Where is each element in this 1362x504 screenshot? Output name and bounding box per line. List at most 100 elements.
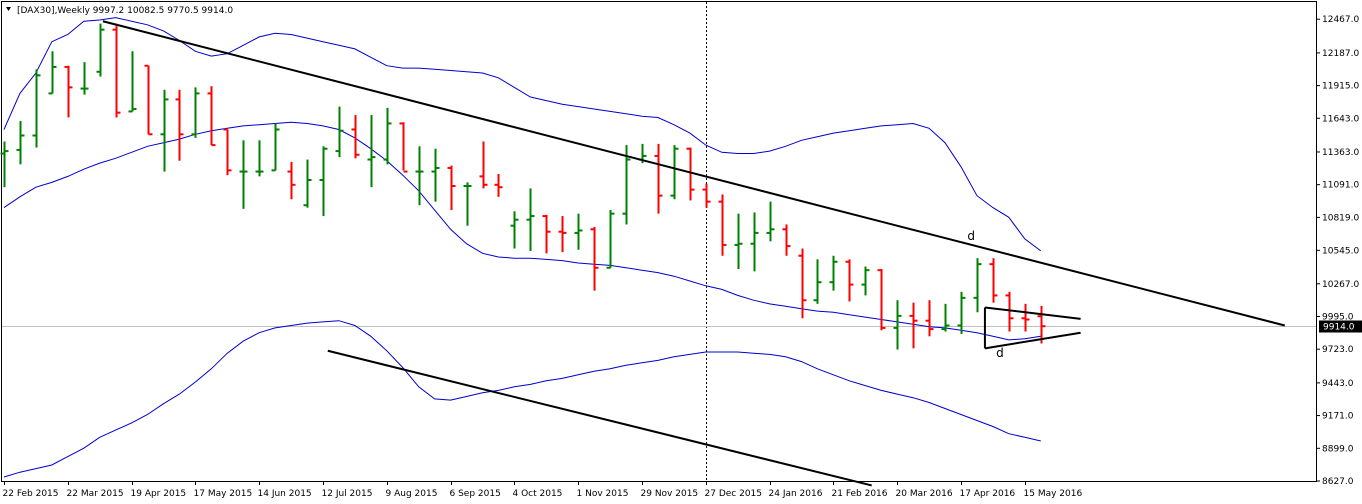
- ohlc-bar: [766, 201, 775, 242]
- ohlc-bar: [782, 224, 791, 256]
- ohlc-bar: [479, 141, 488, 189]
- current-price-tag: 9914.0: [1319, 320, 1362, 333]
- x-axis-tick-label: 6 Sep 2015: [450, 489, 501, 499]
- ohlc-bar: [383, 107, 392, 165]
- y-axis-tick-label: 11643.0: [1322, 114, 1359, 124]
- trendline-lower-channel: [327, 349, 872, 487]
- x-axis-tick-label: 24 Jan 2016: [769, 489, 823, 499]
- bollinger-bands: [3, 17, 1042, 478]
- y-axis-tick-label: 10819.0: [1322, 213, 1359, 223]
- ohlc-bar: [893, 300, 902, 350]
- ohlc-bar: [558, 216, 567, 253]
- ohlc-bar: [128, 51, 137, 113]
- x-axis-tick-label: 19 Apr 2015: [131, 489, 187, 499]
- x-axis-tick-label: 29 Nov 2015: [641, 489, 699, 499]
- ohlc-bar: [925, 300, 934, 337]
- ohlc-bar: [845, 259, 854, 302]
- chart-info-text: [DAX30],Weekly 9997.2 10082.5 9770.5 991…: [17, 6, 233, 16]
- time-axis[interactable]: 22 Feb 2015 22 Mar 2015 19 Apr 2015 17 May …: [3, 481, 1083, 499]
- ohlc-bar: [1021, 303, 1030, 332]
- ohlc-bar: [1005, 291, 1014, 332]
- x-axis-tick-label: 12 Jul 2015: [322, 489, 373, 499]
- ohlc-bar: [351, 115, 360, 159]
- ohlc-bar: [287, 161, 296, 200]
- x-axis-tick-label: 27 Dec 2015: [705, 489, 763, 499]
- y-axis-tick-label: 8899.0: [1322, 444, 1354, 454]
- ohlc-bar: [463, 182, 472, 226]
- chart-annotation: d: [967, 229, 975, 243]
- ohlc-bar: [319, 146, 328, 217]
- ohlc-bar: [606, 210, 615, 269]
- ohlc-bar: [654, 143, 663, 214]
- ohlc-bar: [223, 128, 232, 176]
- ohlc-bar: [48, 51, 57, 95]
- ohlc-bar: [829, 255, 838, 291]
- price-axis[interactable]: 8627.0 8899.0 9171.0 9443.0 9723.0 9995.0 1026…: [1316, 15, 1362, 487]
- chart-header: [DAX30],Weekly 9997.2 10082.5 9770.5 991…: [6, 6, 233, 16]
- ohlc-bar: [399, 122, 408, 173]
- ohlc-bar: [622, 145, 631, 225]
- ohlc-bar: [734, 213, 743, 269]
- x-axis-tick-label: 9 Aug 2015: [386, 489, 438, 499]
- trendlines: [102, 20, 1286, 487]
- ohlc-bar: [207, 86, 216, 147]
- x-axis-tick-label: 17 Apr 2016: [960, 489, 1016, 499]
- y-axis-tick-label: 11363.0: [1322, 148, 1359, 158]
- x-axis-tick-label: 22 Mar 2015: [67, 489, 124, 499]
- ohlc-bar: [877, 268, 886, 331]
- ohlc-bar: [957, 291, 966, 334]
- trendline-triangle-top: [984, 306, 1081, 320]
- ohlc-bar: [686, 147, 695, 201]
- ohlc-bar: [798, 248, 807, 319]
- ohlc-bar: [542, 214, 551, 254]
- x-axis-tick-label: 21 Feb 2016: [832, 489, 888, 499]
- ohlc-bar: [861, 266, 870, 296]
- current-price-tag-bg: [1319, 320, 1362, 333]
- ohlc-bar: [750, 212, 759, 272]
- ohlc-bar: [367, 115, 376, 188]
- y-axis-tick-label: 9995.0: [1322, 312, 1354, 322]
- ohlc-bar: [574, 213, 583, 250]
- y-axis-tick-label: 8627.0: [1322, 477, 1354, 487]
- ohlc-bar: [175, 89, 184, 161]
- ohlc-bar: [590, 226, 599, 291]
- y-axis-tick-label: 12467.0: [1322, 15, 1359, 25]
- chart-annotations: dd: [967, 229, 1003, 360]
- bollinger-lower-band: [3, 320, 1041, 478]
- ohlc-bar: [255, 140, 264, 177]
- bollinger-middle-band: [3, 121, 1041, 341]
- ohlc-bar: [909, 302, 918, 349]
- ohlc-bar: [415, 146, 424, 206]
- ohlc-bar: [973, 258, 982, 313]
- x-axis-tick-label: 22 Feb 2015: [3, 489, 59, 499]
- y-axis-tick-label: 9443.0: [1322, 379, 1354, 389]
- ohlc-bar: [510, 211, 519, 249]
- ohlc-bar: [80, 62, 89, 95]
- y-axis-tick-label: 10545.0: [1322, 246, 1359, 256]
- ohlc-bar: [670, 145, 679, 200]
- ohlc-bar: [96, 23, 105, 77]
- ohlc-bar: [1037, 305, 1046, 344]
- triangle-down-icon[interactable]: [6, 7, 11, 11]
- ohlc-bar: [191, 87, 200, 138]
- ohlc-bar: [989, 258, 998, 303]
- ohlc-bar: [16, 121, 25, 165]
- x-axis-tick-label: 4 Oct 2015: [513, 489, 563, 499]
- y-axis-tick-label: 11915.0: [1322, 82, 1359, 92]
- ohlc-bar: [160, 89, 169, 172]
- ohlc-bar: [813, 259, 822, 304]
- y-axis-tick-label: 9171.0: [1322, 412, 1354, 422]
- y-axis-tick-label: 10267.0: [1322, 280, 1359, 290]
- ohlc-bars: [0, 23, 1046, 350]
- ohlc-bar: [303, 159, 312, 208]
- x-axis-tick-label: 1 Nov 2015: [577, 489, 629, 499]
- ohlc-bar: [526, 188, 535, 251]
- ohlc-bar: [941, 303, 950, 332]
- ohlc-bar: [64, 65, 73, 118]
- trendline-upper-channel: [102, 20, 1286, 327]
- ohlc-bar: [239, 140, 248, 209]
- x-axis-tick-label: 15 May 2016: [1024, 489, 1083, 499]
- ohlc-bar: [335, 106, 344, 158]
